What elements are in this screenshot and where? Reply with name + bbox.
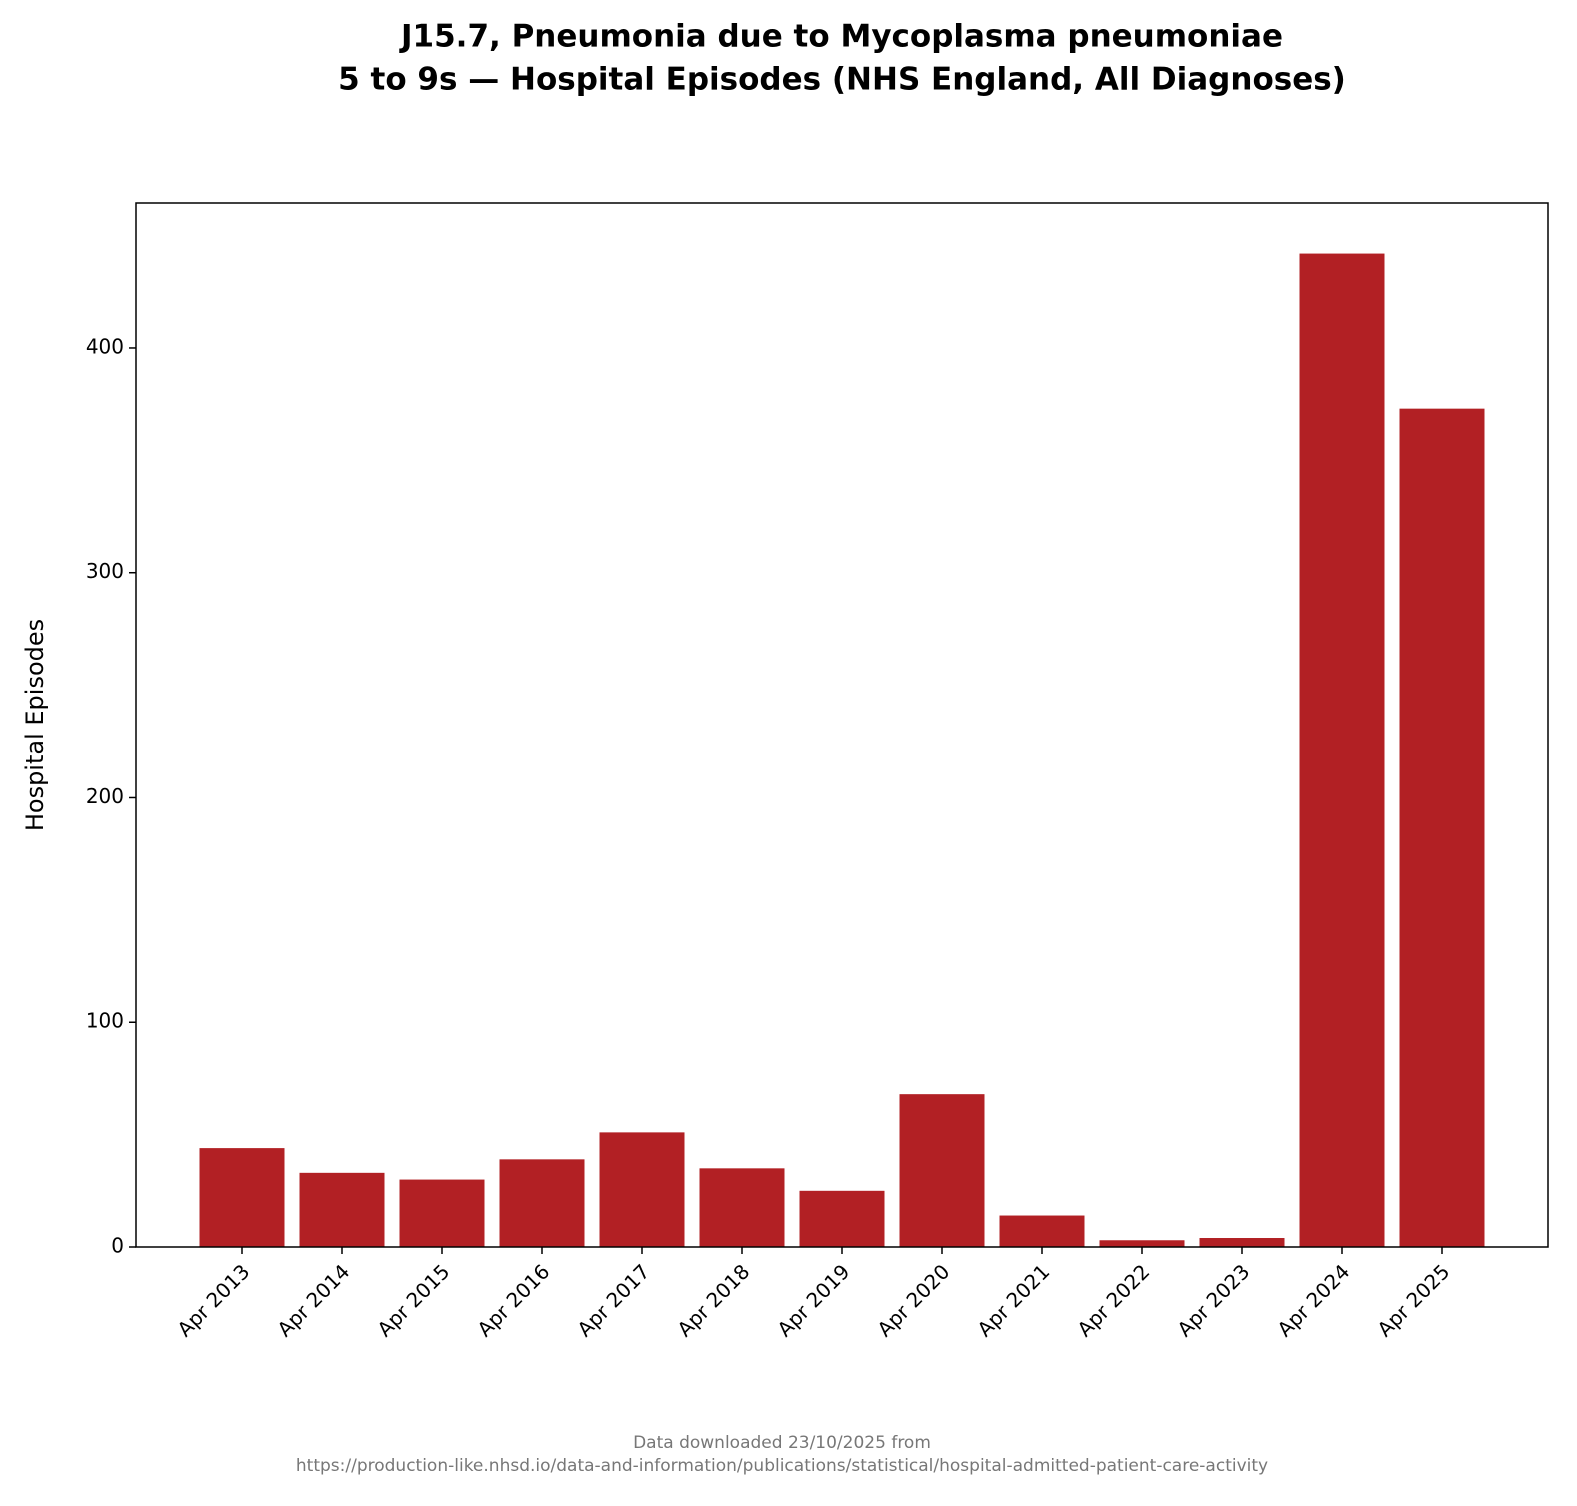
bar <box>1399 408 1485 1247</box>
footnote: https://production-like.nhsd.io/data-and… <box>296 1456 1268 1476</box>
bar <box>199 1148 285 1247</box>
x-tick-label: Apr 2016 <box>472 1259 554 1341</box>
x-tick-label: Apr 2013 <box>172 1259 254 1341</box>
bar <box>999 1215 1085 1247</box>
bar <box>699 1168 785 1247</box>
bar <box>399 1179 485 1247</box>
bar <box>1199 1238 1285 1247</box>
bar <box>599 1132 685 1247</box>
y-axis-label: Hospital Episodes <box>21 619 49 831</box>
bar <box>899 1094 985 1247</box>
plot-frame <box>135 202 1549 1248</box>
y-tick-label: 100 <box>86 1009 124 1033</box>
x-tick-label: Apr 2022 <box>1072 1259 1154 1341</box>
x-tick-label: Apr 2018 <box>672 1259 754 1341</box>
x-tick-label: Apr 2025 <box>1372 1259 1454 1341</box>
x-tick-label: Apr 2014 <box>272 1259 354 1341</box>
chart-title: J15.7, Pneumonia due to Mycoplasma pneum… <box>399 19 1283 55</box>
bar <box>799 1190 885 1247</box>
bar <box>1099 1240 1185 1247</box>
x-tick-label: Apr 2021 <box>972 1259 1054 1341</box>
footnote: Data downloaded 23/10/2025 from <box>633 1433 931 1453</box>
y-tick-label: 0 <box>111 1234 124 1258</box>
bar <box>1299 253 1385 1248</box>
x-tick-label: Apr 2023 <box>1172 1259 1254 1341</box>
bar <box>299 1172 385 1247</box>
y-tick-label: 300 <box>86 559 124 583</box>
x-tick-label: Apr 2017 <box>572 1259 654 1341</box>
bar <box>499 1159 585 1247</box>
y-tick-label: 200 <box>86 784 124 808</box>
chart-subtitle: 5 to 9s — Hospital Episodes (NHS England… <box>338 62 1346 98</box>
x-tick-label: Apr 2024 <box>1272 1259 1354 1341</box>
y-tick-label: 400 <box>86 334 124 358</box>
x-tick-label: Apr 2019 <box>772 1259 854 1341</box>
x-tick-label: Apr 2020 <box>872 1259 954 1341</box>
x-tick-label: Apr 2015 <box>372 1259 454 1341</box>
